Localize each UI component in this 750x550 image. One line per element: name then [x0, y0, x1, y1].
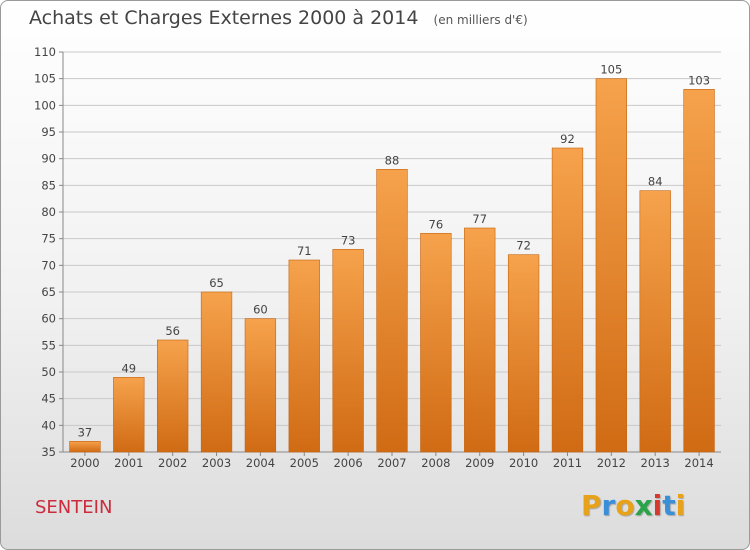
bar-2012 — [595, 78, 627, 453]
x-tick-label: 2007 — [377, 456, 406, 470]
bar-layer — [69, 78, 715, 453]
y-tick-label: 85 — [41, 178, 56, 192]
logo-letter: o — [615, 489, 635, 522]
proxiti-logo[interactable]: Proxiti — [581, 489, 685, 522]
logo-letter: i — [675, 489, 686, 522]
x-tick-label: 2001 — [114, 456, 143, 470]
logo-letter: x — [634, 489, 653, 522]
y-tick-label: 45 — [41, 392, 56, 406]
x-tick-label: 2013 — [641, 456, 670, 470]
y-tick-label: 110 — [34, 45, 56, 59]
y-tick-label: 95 — [41, 125, 56, 139]
bar-value-label: 92 — [560, 132, 575, 146]
bar-2003 — [200, 291, 233, 453]
bar-value-label: 49 — [121, 361, 136, 375]
bar-value-label: 72 — [516, 239, 531, 253]
y-tick-label: 80 — [41, 205, 56, 219]
bar-2013 — [639, 190, 671, 453]
bar-2010 — [507, 254, 540, 453]
x-tick-label: 2012 — [597, 456, 626, 470]
y-tick-label: 105 — [34, 72, 56, 86]
y-tick-label: 90 — [41, 152, 56, 166]
logo-letter: P — [581, 489, 602, 522]
bar-2007 — [376, 169, 408, 453]
x-tick-label: 2009 — [465, 456, 494, 470]
x-tick-label: 2014 — [684, 456, 713, 470]
logo-letter: r — [601, 489, 616, 522]
x-tick-label: 2005 — [290, 456, 319, 470]
y-tick-label: 70 — [41, 258, 56, 272]
chart-title: Achats et Charges Externes 2000 à 2014 — [29, 7, 419, 29]
chart-subtitle: (en milliers d'€) — [433, 13, 528, 27]
label-layer: 37 49 56 65 60 71 73 88 76 77 72 92 105 84 103 — [78, 63, 710, 440]
bar-value-label: 88 — [385, 153, 400, 167]
x-tick-label: 2008 — [421, 456, 450, 470]
bar-value-label: 84 — [648, 175, 663, 189]
bar-2004 — [244, 318, 277, 453]
x-tick-label: 2002 — [158, 456, 187, 470]
y-tick-label: 100 — [34, 98, 56, 112]
y-tick-label: 55 — [41, 338, 56, 352]
bar-value-label: 37 — [78, 425, 93, 439]
y-tick-label: 65 — [41, 285, 56, 299]
bar-2000 — [69, 441, 101, 453]
bar-value-label: 76 — [429, 217, 444, 231]
bar-2001 — [113, 377, 145, 453]
commune-name: SENTEIN — [35, 497, 113, 518]
bar-value-label: 60 — [253, 303, 268, 317]
bar-value-label: 65 — [209, 276, 224, 290]
x-tick-label: 2003 — [202, 456, 231, 470]
bar-2014 — [683, 89, 715, 453]
y-tick-label: 75 — [41, 232, 56, 246]
x-tick-label: 2010 — [509, 456, 538, 470]
bar-2005 — [288, 259, 320, 453]
bar-value-label: 56 — [165, 324, 180, 338]
logo-letter: i — [652, 489, 663, 522]
chart-header: Achats et Charges Externes 2000 à 2014 (… — [29, 7, 528, 29]
x-tick-label: 2006 — [333, 456, 362, 470]
bar-2008 — [420, 233, 452, 453]
y-tick-label: 35 — [41, 445, 56, 459]
y-tick-label: 40 — [41, 418, 56, 432]
bar-2002 — [157, 339, 189, 453]
x-tick-label: 2004 — [246, 456, 275, 470]
bar-value-label: 105 — [600, 63, 622, 77]
y-tick-label: 60 — [41, 312, 56, 326]
axis-layer: 35 40 45 50 55 60 65 70 75 80 85 90 95 100 105 110 2000 2… — [34, 45, 721, 470]
bar-2006 — [332, 249, 364, 453]
bar-value-label: 71 — [297, 244, 312, 258]
x-tick-label: 2000 — [70, 456, 99, 470]
bar-value-label: 103 — [688, 73, 710, 87]
bar-2009 — [464, 227, 496, 453]
logo-letter: t — [662, 489, 676, 522]
x-tick-label: 2011 — [553, 456, 582, 470]
bar-value-label: 73 — [341, 233, 356, 247]
bar-value-label: 77 — [472, 212, 487, 226]
y-tick-label: 50 — [41, 365, 56, 379]
bar-2011 — [551, 147, 584, 453]
